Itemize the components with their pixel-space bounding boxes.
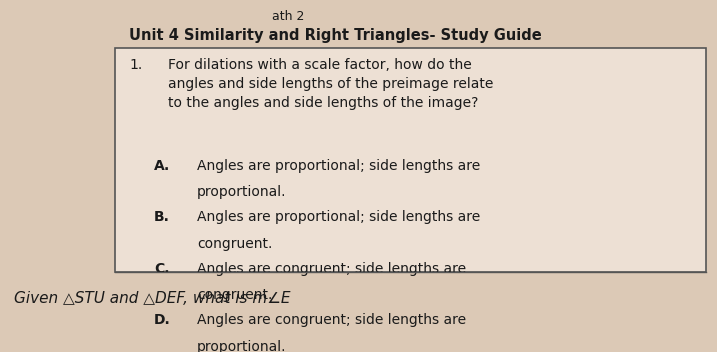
- Text: Angles are congruent; side lengths are: Angles are congruent; side lengths are: [197, 313, 466, 327]
- Text: ath 2: ath 2: [272, 10, 305, 23]
- Text: proportional.: proportional.: [197, 186, 287, 200]
- Text: Angles are congruent; side lengths are: Angles are congruent; side lengths are: [197, 262, 466, 276]
- Text: congruent.: congruent.: [197, 288, 272, 302]
- Text: proportional.: proportional.: [197, 340, 287, 352]
- Text: Angles are proportional; side lengths are: Angles are proportional; side lengths ar…: [197, 210, 480, 224]
- Text: Given △STU and △DEF, what is m∠E: Given △STU and △DEF, what is m∠E: [14, 291, 291, 307]
- Text: D.: D.: [154, 313, 171, 327]
- Text: 1.: 1.: [129, 58, 142, 72]
- Text: C.: C.: [154, 262, 170, 276]
- Text: Angles are proportional; side lengths are: Angles are proportional; side lengths ar…: [197, 159, 480, 173]
- Text: Unit 4 Similarity and Right Triangles- Study Guide: Unit 4 Similarity and Right Triangles- S…: [129, 28, 542, 43]
- Text: congruent.: congruent.: [197, 237, 272, 251]
- Text: A.: A.: [154, 159, 171, 173]
- FancyBboxPatch shape: [115, 48, 706, 272]
- Text: For dilations with a scale factor, how do the
angles and side lengths of the pre: For dilations with a scale factor, how d…: [168, 58, 494, 110]
- Text: B.: B.: [154, 210, 170, 224]
